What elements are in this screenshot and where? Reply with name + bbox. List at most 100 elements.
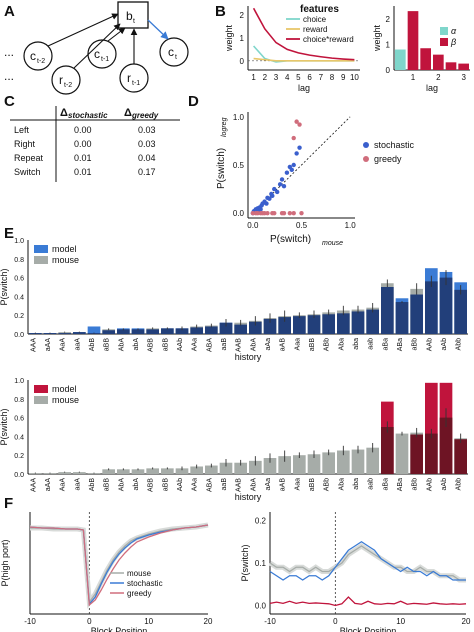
- panel-label-c: C: [4, 93, 15, 110]
- bar-overlap: [410, 434, 423, 474]
- table-cell: 0.01: [74, 167, 92, 177]
- table-row-label: Right: [14, 139, 36, 149]
- table-cell: 0.00: [74, 125, 92, 135]
- x-tick-label: aBB: [104, 478, 111, 492]
- x-tick-label: abA: [133, 478, 140, 491]
- choice-t1-node: [87, 39, 117, 69]
- legend-title: features: [300, 4, 339, 15]
- x-tick-label: aAA: [45, 478, 52, 492]
- scatter-point: [258, 207, 263, 212]
- x-tick-label: AbA: [118, 338, 125, 352]
- bar-overlap: [307, 315, 321, 334]
- x-tick-label: AbB: [89, 478, 96, 492]
- ellipsis-bottom: ...: [4, 69, 14, 83]
- x-tick-label: aAB: [280, 338, 287, 352]
- scatter-point: [297, 145, 302, 150]
- scatter-point: [291, 135, 296, 141]
- bar-overlap: [454, 289, 467, 334]
- legend-swatch: [440, 27, 448, 35]
- legend-label: α: [451, 26, 457, 36]
- x-tick-label: aBa: [382, 338, 389, 351]
- legend-label: choice*reward: [303, 35, 354, 44]
- x-tick-label: 2: [436, 73, 441, 82]
- bar-overlap: [381, 287, 394, 334]
- series-band: [268, 543, 466, 583]
- legend-label: greedy: [127, 589, 151, 598]
- bar-upper: [131, 469, 145, 474]
- legend-label: mouse: [127, 569, 152, 578]
- x-axis-label: history: [235, 492, 262, 502]
- legend-label: choice: [303, 15, 327, 24]
- x-tick-label: Aaa: [294, 338, 301, 351]
- y-tick-label: 1: [240, 34, 245, 43]
- x-tick-label: aBB: [162, 338, 169, 352]
- x-tick-label: 2: [263, 73, 268, 82]
- bar-upper: [117, 469, 130, 474]
- bar-upper: [146, 468, 159, 474]
- x-tick-label: AAA: [30, 478, 37, 492]
- x-tick-label: -10: [24, 617, 36, 626]
- scatter-point: [281, 210, 287, 216]
- x-tick-label: -10: [264, 617, 276, 626]
- legend-label: model: [52, 384, 77, 394]
- table-header-greedy: Δ: [124, 107, 132, 119]
- scatter-point: [265, 210, 270, 216]
- bar-overlap: [410, 294, 423, 334]
- x-tick-label: 8: [330, 73, 335, 82]
- scatter-point: [264, 201, 269, 206]
- scatter-point: [284, 170, 290, 175]
- x-tick-label: aba: [353, 478, 360, 490]
- table-cell: 0.01: [74, 153, 92, 163]
- bar-upper: [351, 449, 365, 474]
- edge-bt-ct: [147, 19, 169, 40]
- bar-overlap: [395, 302, 409, 334]
- choice-t-node: [159, 37, 189, 67]
- choice-t1-sub: t-1: [101, 56, 109, 63]
- bar-upper: [395, 433, 409, 474]
- table-cell: 0.17: [138, 167, 156, 177]
- bar-upper: [102, 469, 115, 474]
- panel-label-d: D: [188, 93, 199, 110]
- bar: [458, 63, 469, 70]
- x-tick-label: Abb: [456, 478, 463, 491]
- x-axis-label: lag: [298, 83, 310, 93]
- x-tick-label: aAA: [45, 338, 52, 352]
- y-tick-label: 0.1: [255, 559, 267, 568]
- x-tick-label: AAb: [177, 338, 184, 351]
- y-tick-label: 0.8: [14, 257, 24, 264]
- x-tick-label: AbA: [118, 478, 125, 492]
- y-tick-label: 0.4: [14, 434, 24, 441]
- legend-swatch: [440, 38, 448, 46]
- x-tick-label: 10: [144, 617, 153, 626]
- x-tick-label: aab: [368, 478, 375, 490]
- x-tick-label: Aba: [338, 478, 345, 491]
- table-cell: 0.04: [138, 153, 156, 163]
- table-row-label: Repeat: [14, 153, 44, 163]
- x-tick-label: abA: [133, 338, 140, 351]
- panel-c-table: Δ stochastic Δ greedy Left 0.00 0.03 Right 0…: [10, 106, 180, 182]
- y-tick-label: 0.2: [14, 313, 24, 320]
- bar: [420, 48, 431, 70]
- x-tick-label: 0: [87, 617, 92, 626]
- x-tick-label: 6: [307, 73, 312, 82]
- x-tick-label: aAa: [265, 478, 272, 491]
- scatter-point: [287, 210, 293, 216]
- scatter-point: [277, 182, 283, 187]
- x-tick-label: 9: [341, 73, 346, 82]
- bar-overlap: [337, 313, 350, 334]
- x-tick-label: aBB: [162, 478, 169, 492]
- x-tick-label: AAB: [236, 338, 243, 352]
- chart-b-left: 1 2 3 4 5 6 7 8 9 10012lagweightfeatureschoicerew…: [224, 4, 360, 93]
- bar-upper: [161, 468, 174, 474]
- x-tick-label: AaA: [60, 338, 67, 352]
- x-tick-label: aAa: [265, 338, 272, 351]
- x-tick-label: ABa: [397, 478, 404, 491]
- edge-rt2-bt: [73, 23, 121, 69]
- y-tick-label: 1.0: [14, 238, 24, 245]
- belief-node-label: b: [126, 9, 133, 23]
- y-tick-label: 0.5: [233, 161, 245, 170]
- y-tick-label: 0.2: [14, 453, 24, 460]
- legend-label: stochastic: [127, 579, 163, 588]
- legend-swatch: [34, 245, 48, 253]
